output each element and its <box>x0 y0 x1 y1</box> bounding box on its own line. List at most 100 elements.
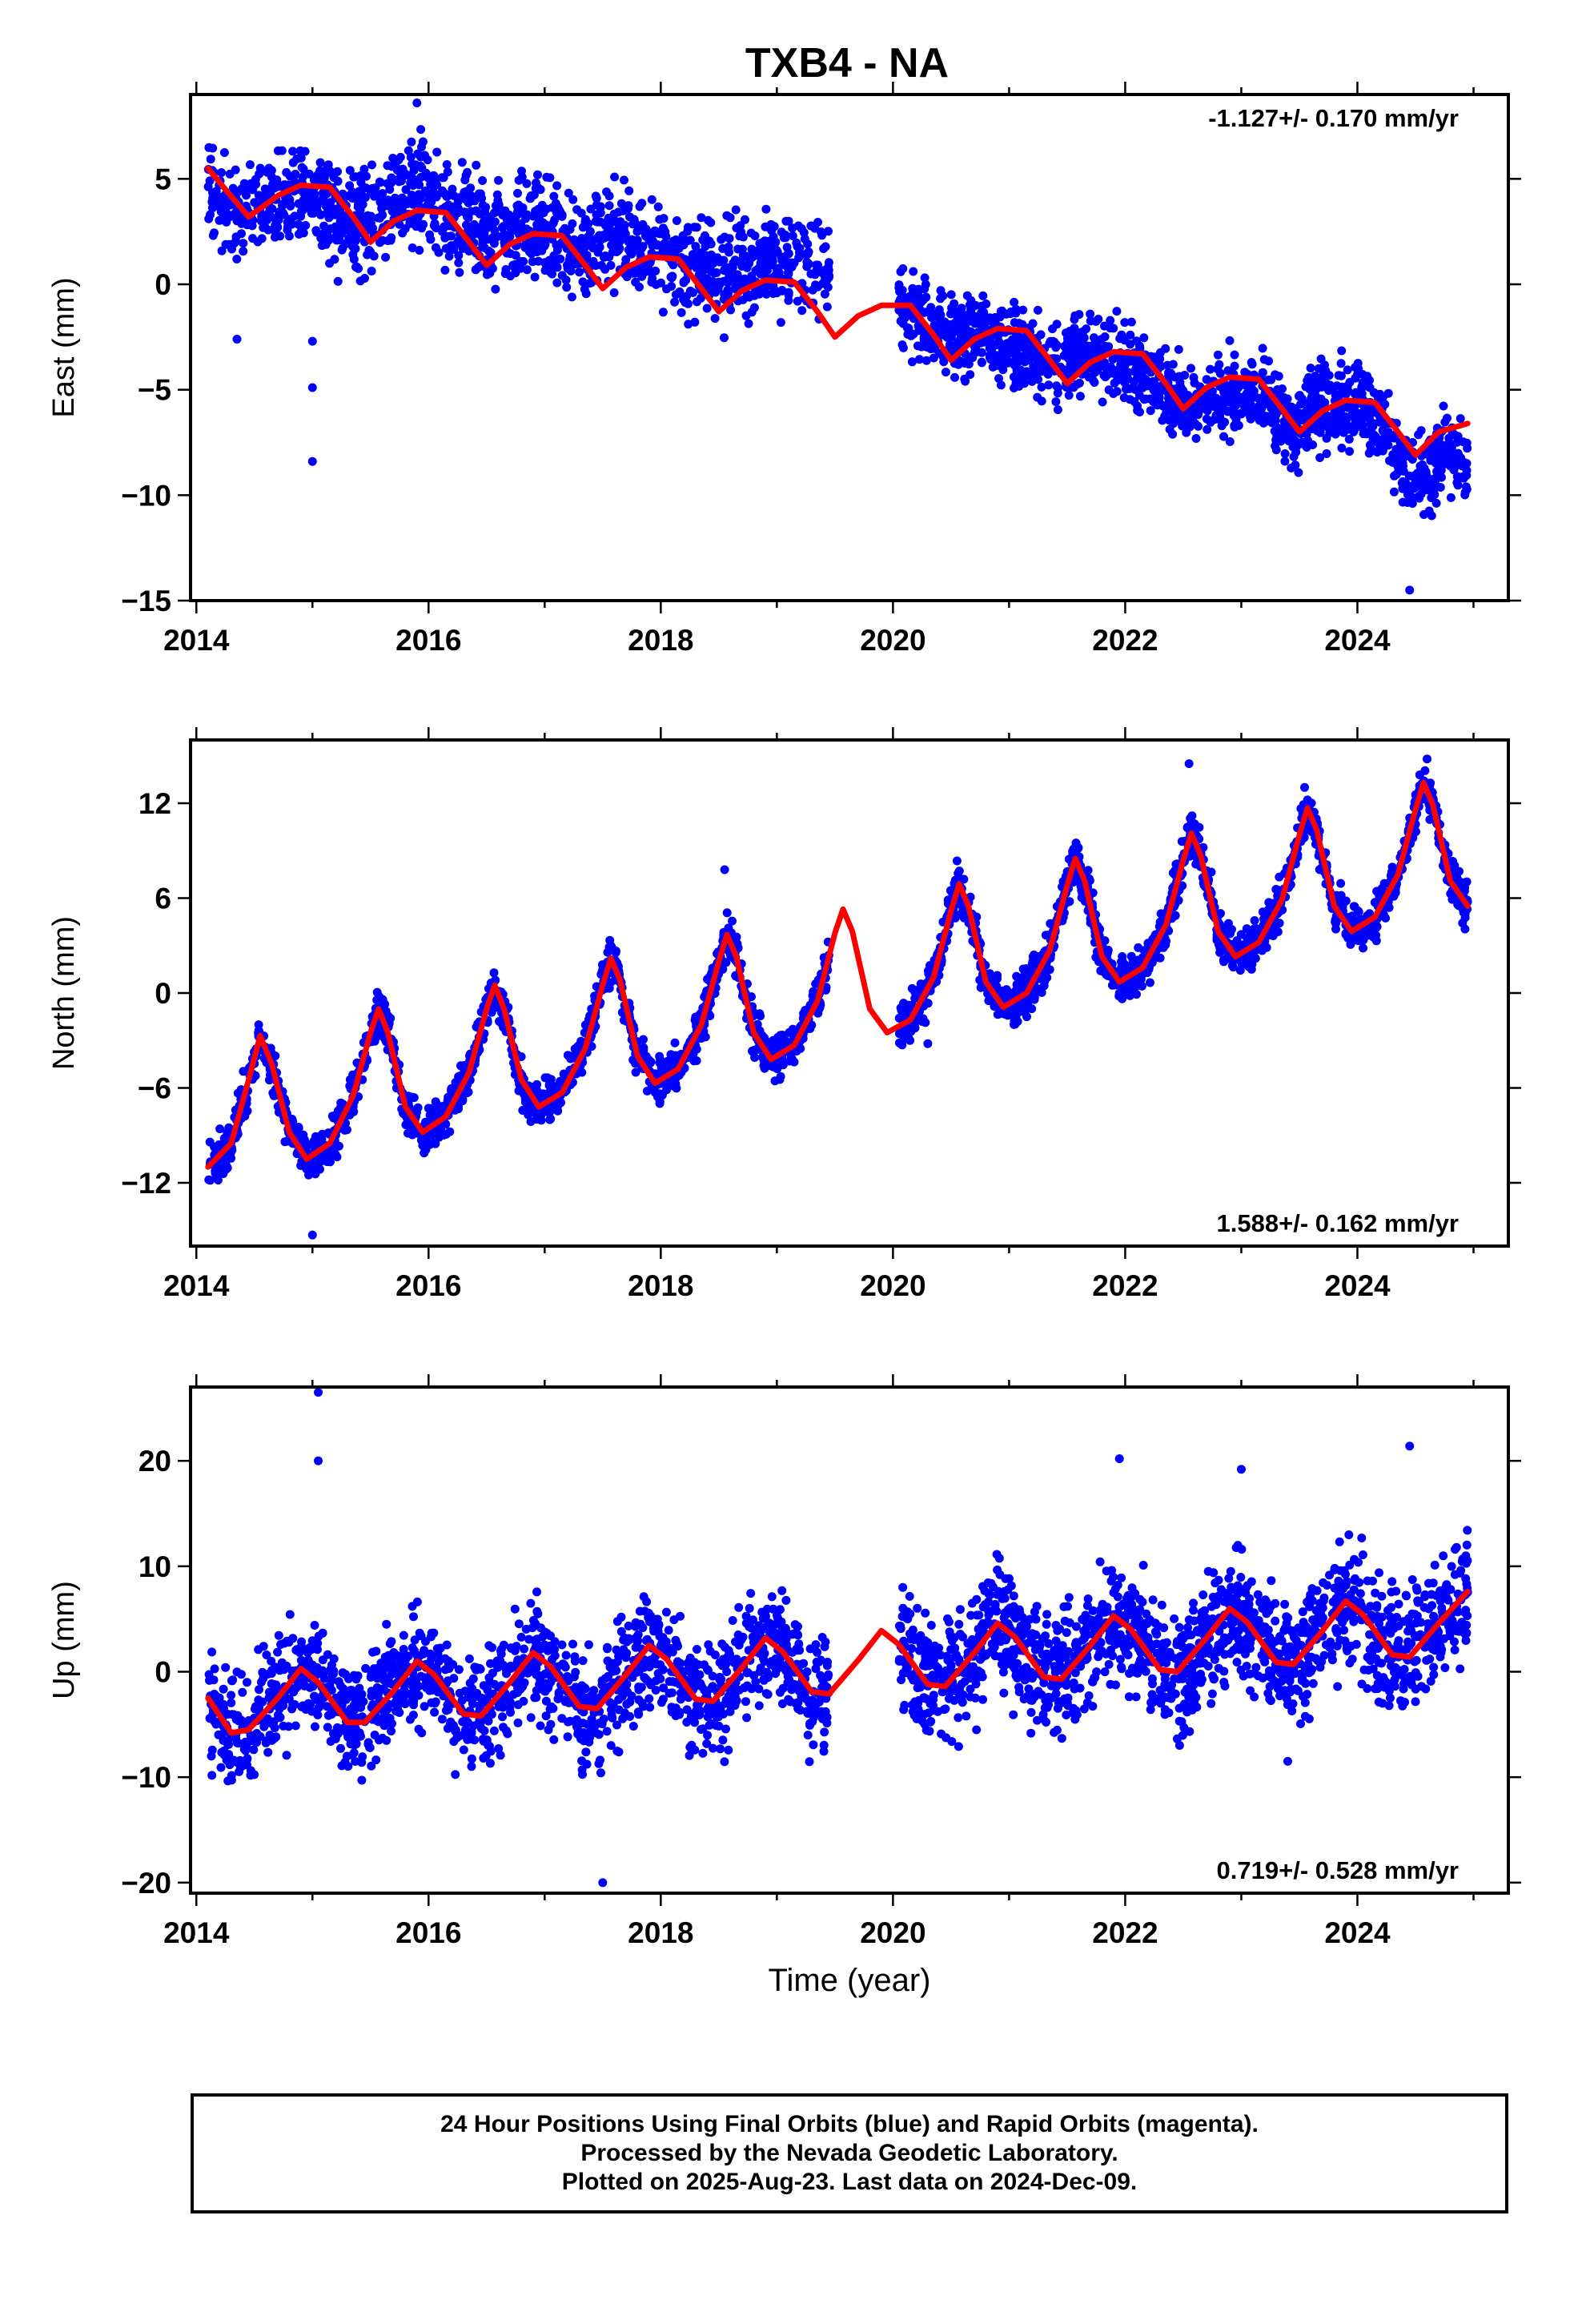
data-point <box>1356 417 1366 427</box>
data-point <box>456 1061 465 1071</box>
data-point <box>1106 316 1115 325</box>
y-tick-label: −10 <box>121 479 171 512</box>
data-point <box>797 306 807 316</box>
data-point <box>1324 371 1334 380</box>
data-point <box>1401 449 1411 459</box>
data-point <box>217 168 227 177</box>
data-point <box>1251 392 1260 402</box>
data-point <box>389 155 399 164</box>
data-point <box>548 218 558 227</box>
data-point <box>1089 333 1098 343</box>
data-point <box>1010 360 1019 370</box>
data-point <box>1303 376 1312 385</box>
data-point <box>1427 511 1436 521</box>
data-point <box>1073 349 1082 359</box>
data-point <box>448 184 457 194</box>
data-point <box>637 243 647 253</box>
data-point <box>724 247 733 256</box>
data-point <box>822 302 832 312</box>
data-point <box>580 284 589 294</box>
data-point <box>466 183 476 193</box>
data-point <box>1125 395 1134 404</box>
data-point <box>766 219 776 229</box>
data-point <box>204 1175 214 1184</box>
data-point <box>640 1051 649 1060</box>
data-point <box>632 227 642 236</box>
data-point <box>693 297 701 307</box>
data-point <box>1271 445 1281 455</box>
data-point <box>1416 426 1426 436</box>
data-point <box>533 170 542 179</box>
data-point <box>480 207 489 216</box>
data-point <box>988 362 998 372</box>
data-point <box>420 186 430 195</box>
data-point <box>1345 447 1355 456</box>
data-point <box>1259 355 1269 364</box>
data-point <box>940 319 950 328</box>
data-point <box>1437 472 1446 482</box>
data-point <box>671 1052 681 1062</box>
data-point <box>1126 340 1135 349</box>
data-point <box>214 1176 223 1185</box>
data-point <box>1446 493 1456 502</box>
data-point <box>1379 392 1388 402</box>
data-point <box>325 167 335 176</box>
data-point <box>733 279 742 289</box>
data-point <box>408 1130 417 1140</box>
data-point <box>1326 383 1335 392</box>
data-point <box>719 276 729 286</box>
data-point <box>1156 400 1166 409</box>
data-point <box>398 164 408 174</box>
data-point <box>715 257 725 267</box>
data-point <box>1186 364 1195 373</box>
east-fit-line <box>205 165 1471 458</box>
data-point <box>1316 376 1326 385</box>
data-point <box>823 283 833 292</box>
data-point <box>950 307 960 316</box>
data-point <box>397 176 406 186</box>
data-point <box>507 226 516 235</box>
data-point <box>801 1006 810 1015</box>
data-point <box>1359 381 1369 391</box>
data-point <box>958 314 967 324</box>
data-point <box>423 155 432 165</box>
data-point <box>1202 414 1211 424</box>
y-tick-label: 5 <box>155 163 171 195</box>
data-point <box>658 308 668 317</box>
data-point <box>1389 487 1399 497</box>
data-point <box>813 1008 823 1018</box>
data-point <box>947 320 957 329</box>
data-point <box>335 1105 344 1115</box>
data-point <box>950 372 959 382</box>
data-point <box>522 179 532 188</box>
data-point <box>591 216 600 226</box>
data-point <box>773 1043 783 1053</box>
data-point <box>482 270 492 279</box>
data-point <box>777 255 787 265</box>
data-point <box>736 221 745 231</box>
data-point <box>926 303 936 312</box>
data-point <box>1280 449 1290 458</box>
data-point <box>547 1083 556 1092</box>
data-point <box>624 212 634 222</box>
data-point <box>773 1033 782 1042</box>
data-point <box>1112 376 1122 385</box>
data-point <box>530 272 540 282</box>
data-point <box>607 942 616 951</box>
data-point <box>208 188 217 197</box>
data-point <box>697 1034 706 1043</box>
data-point <box>1211 411 1221 420</box>
data-point <box>548 269 557 279</box>
data-point <box>533 204 543 214</box>
data-point <box>1164 368 1173 377</box>
data-point <box>819 270 829 279</box>
data-point <box>740 274 749 283</box>
data-point <box>1117 330 1126 340</box>
data-point <box>824 227 833 236</box>
data-point <box>906 331 916 340</box>
data-point <box>705 1011 715 1020</box>
data-point <box>1126 317 1136 327</box>
data-point <box>612 225 622 235</box>
data-point <box>565 224 575 234</box>
data-point <box>231 209 239 219</box>
